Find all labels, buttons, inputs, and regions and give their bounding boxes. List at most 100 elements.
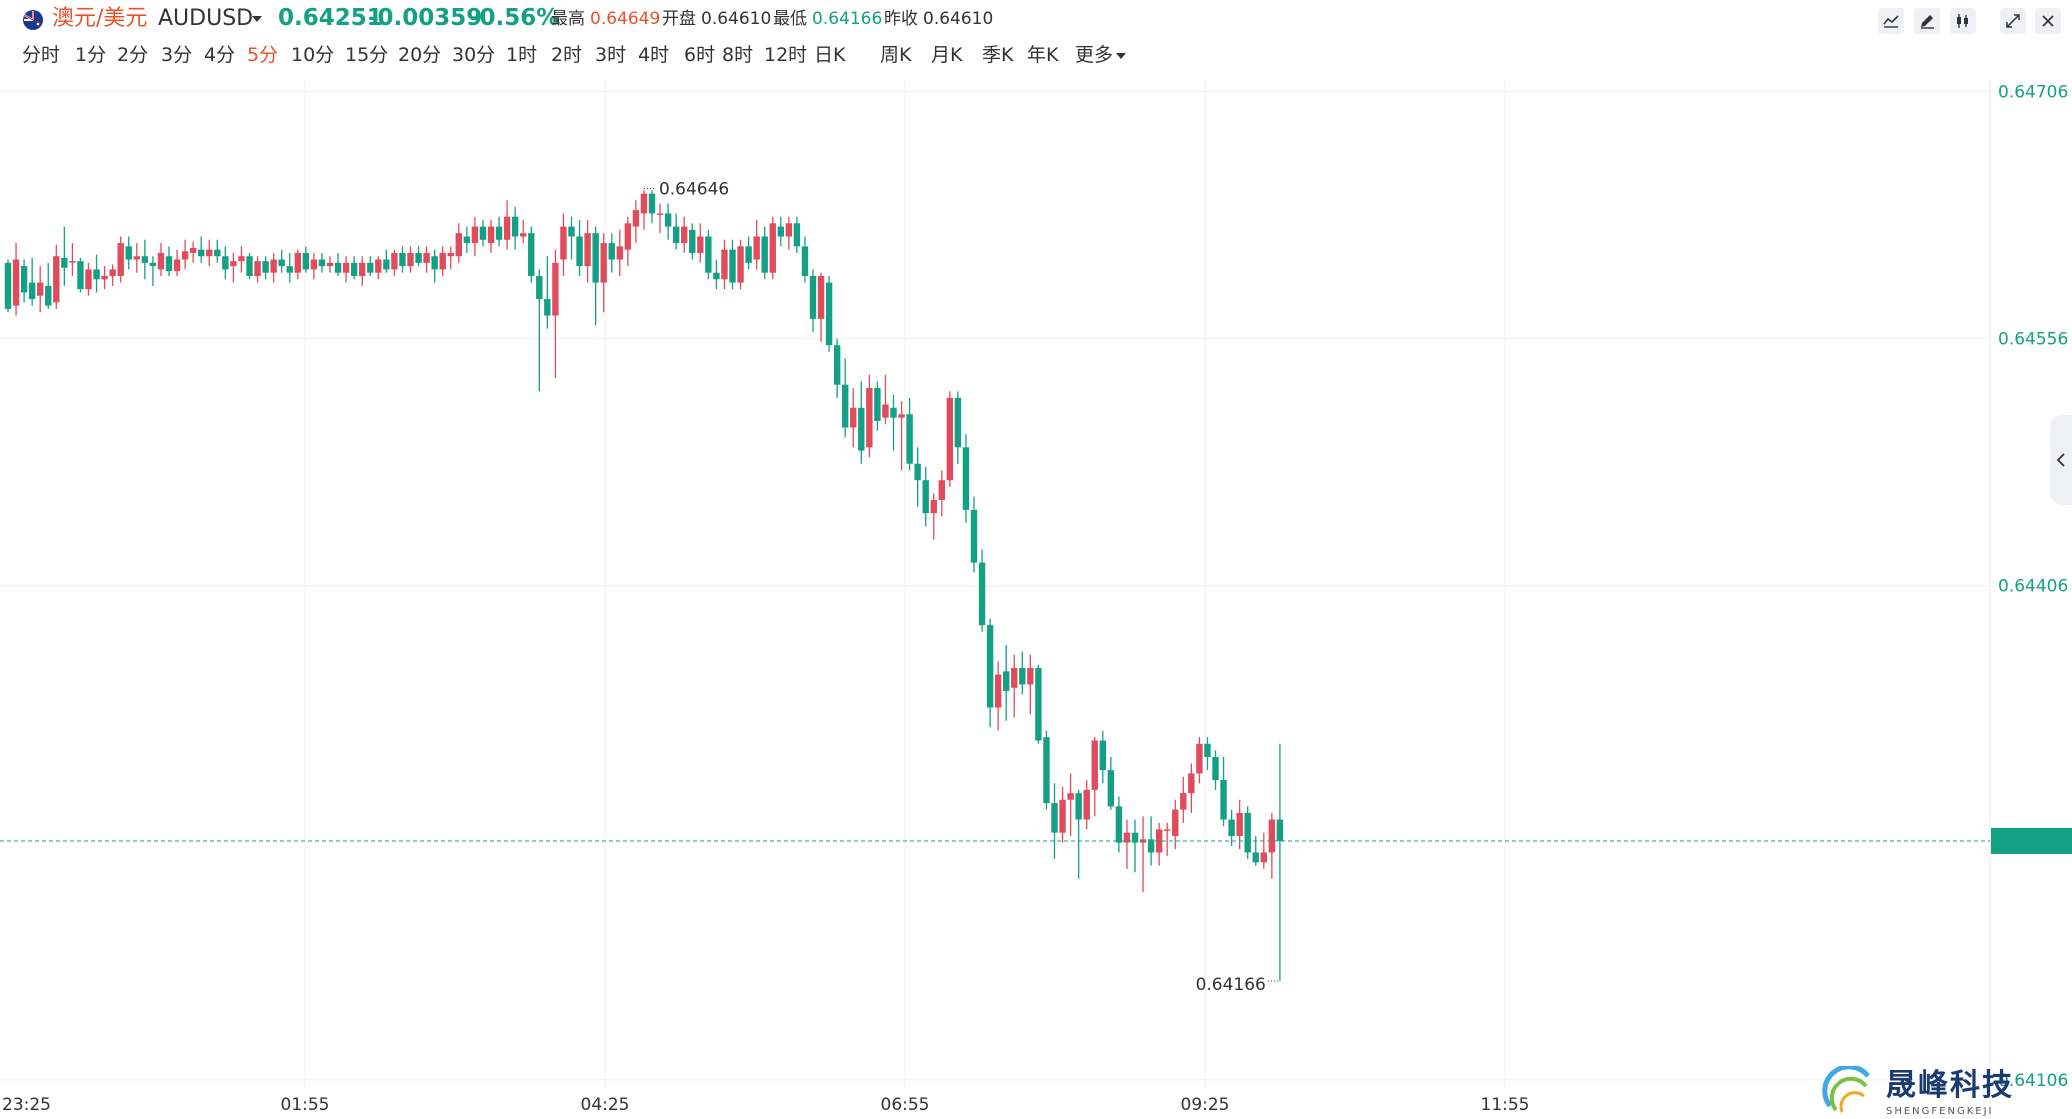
interval-tab-11[interactable]: 2时 [551, 44, 583, 66]
candle-body [769, 223, 776, 273]
candle [149, 256, 157, 286]
candle-body [61, 257, 68, 268]
candle [785, 216, 793, 250]
interval-tab-13[interactable]: 4时 [638, 44, 670, 66]
interval-tab-0[interactable]: 分时 [22, 44, 61, 66]
candle-body [560, 226, 567, 260]
candle-body [656, 213, 664, 215]
candle [632, 200, 640, 244]
candle [1172, 799, 1179, 850]
interval-tab-16[interactable]: 12时 [764, 44, 808, 66]
draw-icon [1921, 15, 1934, 29]
interval-tab-12[interactable]: 3时 [595, 44, 627, 66]
close-button[interactable] [2035, 8, 2061, 34]
interval-tab-19[interactable]: 月K [931, 44, 963, 66]
candle-body [479, 226, 487, 240]
chevron-down-icon[interactable] [252, 16, 262, 22]
candle-body [447, 252, 454, 257]
candle [1027, 654, 1034, 715]
candle [833, 338, 841, 398]
stat-high-label: 最高 [551, 9, 585, 29]
candle [753, 220, 760, 270]
candle-body [970, 509, 978, 563]
candle-body [77, 261, 84, 290]
candle [326, 256, 334, 273]
candle [77, 257, 84, 293]
interval-tab-22[interactable]: 更多 [1075, 40, 1127, 70]
candle-body [842, 384, 849, 428]
candle-body [584, 233, 591, 267]
draw-button[interactable] [1914, 8, 1940, 34]
interval-tab-3[interactable]: 3分 [161, 44, 193, 66]
candle-body [938, 480, 945, 500]
candle-body [302, 252, 310, 270]
candle [1220, 756, 1227, 827]
candle-body [1204, 743, 1211, 757]
candle-body [520, 233, 527, 237]
candle-body [608, 243, 615, 260]
interval-tab-18[interactable]: 周K [880, 44, 912, 66]
interval-tab-17[interactable]: 日K [814, 44, 846, 66]
candle-type-button[interactable] [1950, 8, 1976, 34]
candle [294, 249, 301, 280]
interval-tab-20[interactable]: 季K [982, 44, 1014, 66]
interval-tab-7[interactable]: 15分 [345, 44, 389, 66]
candle-body [753, 236, 760, 260]
interval-tab-1[interactable]: 1分 [75, 44, 107, 66]
candle [157, 243, 165, 276]
price-change-percent: -0.56% [470, 5, 560, 31]
logo-name: 晟峰科技 [1886, 1068, 2014, 1103]
candle-body [986, 625, 994, 708]
interval-tab-4[interactable]: 4分 [204, 44, 236, 66]
interval-tab-10[interactable]: 1时 [506, 44, 538, 66]
interval-tab-5[interactable]: 5分 [247, 44, 279, 66]
candle [825, 276, 833, 352]
candle-body [801, 246, 809, 276]
side-panel-toggle[interactable] [2050, 415, 2072, 505]
expand-button[interactable] [2000, 8, 2026, 34]
candle [12, 243, 20, 316]
candle [858, 381, 865, 464]
candle [439, 246, 446, 276]
candle-body [455, 233, 462, 257]
candle [278, 249, 285, 273]
logo-subtitle: SHENGFENGKEJI [1886, 1106, 1994, 1117]
candle [230, 252, 237, 283]
candle-body [4, 262, 12, 309]
candle-body [825, 282, 833, 346]
interval-tab-2[interactable]: 2分 [117, 44, 149, 66]
candle-body [648, 193, 656, 214]
candle-body [125, 246, 132, 260]
candle-body [262, 261, 269, 273]
y-tick-label: 0.64251 [1998, 832, 2068, 852]
candle [608, 233, 615, 273]
candle-body [1083, 789, 1090, 820]
candle-body [415, 252, 422, 263]
candle [117, 236, 124, 283]
candle-body [874, 388, 881, 421]
interval-tab-21[interactable]: 年K [1027, 44, 1059, 66]
indicator-button[interactable] [1878, 8, 1904, 34]
candle-body [318, 259, 326, 267]
interval-tab-6[interactable]: 10分 [291, 44, 335, 66]
candle [576, 220, 583, 276]
candle-body [528, 233, 535, 276]
x-axis-labels: 23:25 01:55 04:25 06:55 09:25 11:55 [2, 1095, 1530, 1115]
pair-name[interactable]: 澳元/美元 [52, 6, 148, 31]
interval-tab-8[interactable]: 20分 [398, 44, 442, 66]
candle [254, 256, 261, 283]
pair-code[interactable]: AUDUSD [158, 6, 254, 31]
stat-open-label: 开盘 [662, 9, 696, 29]
candle [342, 256, 350, 283]
interval-tab-9[interactable]: 30分 [452, 44, 496, 66]
candle [1059, 786, 1066, 843]
logo-mark-icon [1822, 1066, 1870, 1113]
candle-body [898, 414, 905, 418]
interval-tab-15[interactable]: 8时 [722, 44, 754, 66]
candle-body [1099, 740, 1106, 771]
candle [1035, 664, 1042, 744]
interval-tab-14[interactable]: 6时 [684, 44, 716, 66]
candle [970, 496, 978, 573]
candle-body [310, 259, 318, 270]
